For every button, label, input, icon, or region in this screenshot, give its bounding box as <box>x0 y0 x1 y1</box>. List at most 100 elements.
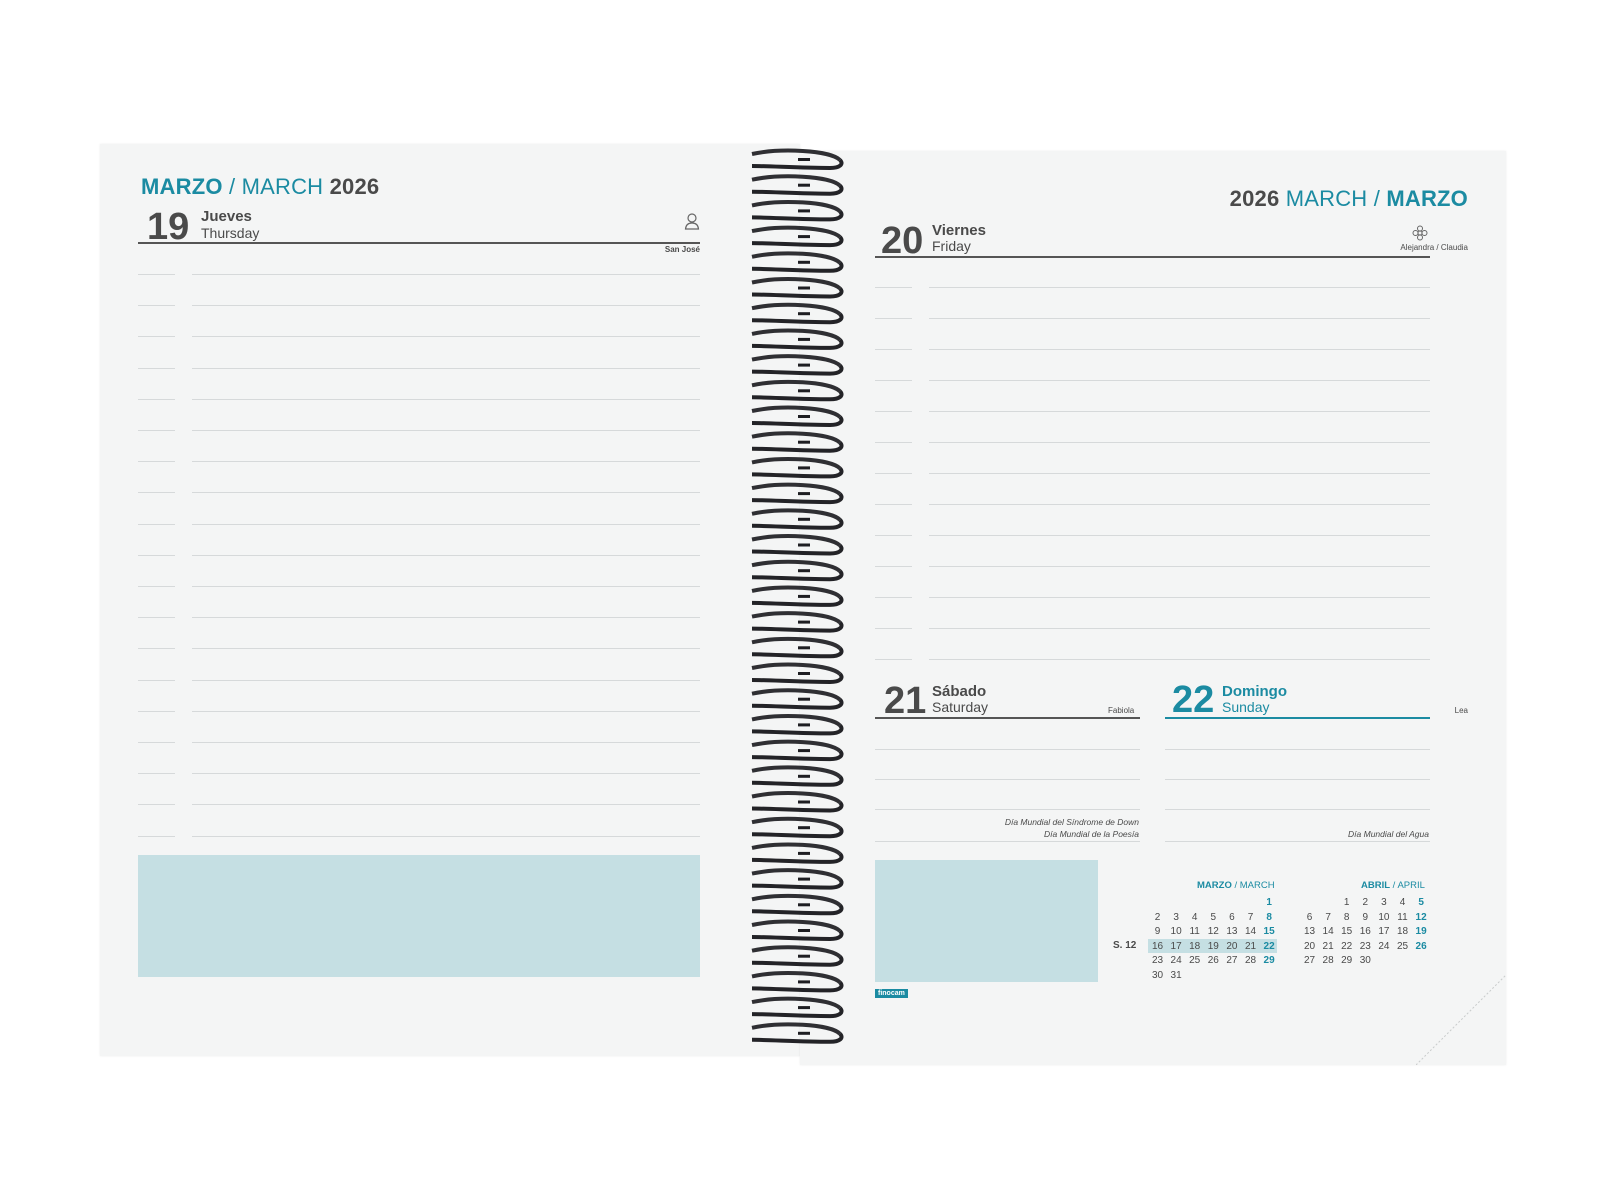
writing-line <box>929 442 1430 443</box>
calendar-day: 17 <box>1378 926 1390 938</box>
notes-box[interactable] <box>138 855 700 977</box>
writing-line <box>192 274 700 275</box>
friday-saint: Alejandra / Claudia <box>1400 243 1468 252</box>
calendar-day: 30 <box>1359 955 1371 967</box>
spiral-binding <box>751 148 844 1044</box>
spiral-hole <box>798 363 810 367</box>
calendar-day: 10 <box>1170 926 1182 938</box>
spiral-hole <box>798 337 810 341</box>
calendar-day: 12 <box>1207 926 1219 938</box>
hour-line <box>138 523 175 525</box>
calendar-day: 5 <box>1418 897 1424 908</box>
sunday-line <box>1165 779 1430 780</box>
spiral-coil <box>751 1006 844 1019</box>
spiral-coil <box>751 431 842 445</box>
hour-line <box>875 628 912 629</box>
spiral-coil <box>751 878 844 890</box>
spiral-coil <box>751 338 844 350</box>
hour-line <box>138 710 175 712</box>
spiral-coil <box>751 903 844 916</box>
spiral-coil <box>751 379 842 393</box>
spiral-hole <box>798 1006 810 1010</box>
hour-line <box>875 287 912 288</box>
hour-line <box>138 492 175 494</box>
spiral-coil <box>751 405 842 419</box>
calendar-day: 5 <box>1210 911 1217 923</box>
spiral-coil <box>751 158 844 171</box>
spiral-coil <box>751 482 842 496</box>
spiral-hole <box>798 929 810 932</box>
hour-line <box>875 380 912 381</box>
hour-line <box>875 318 912 319</box>
spiral-coil <box>751 389 844 402</box>
spiral-coil <box>751 200 842 214</box>
spiral-coil <box>751 534 842 548</box>
hour-line <box>138 648 175 650</box>
calendar-day: 21 <box>1244 940 1257 952</box>
writing-line <box>929 411 1430 412</box>
sunday-header-rule <box>1165 717 1430 719</box>
writing-line <box>192 367 700 369</box>
notes-box[interactable] <box>875 860 1098 982</box>
friday-header-rule <box>875 256 1430 258</box>
hour-line <box>138 398 175 400</box>
day-name-en: Thursday <box>201 225 260 241</box>
spiral-coil <box>751 980 844 993</box>
hour-line <box>138 773 175 775</box>
sunday-saint: Lea <box>1454 706 1468 715</box>
spiral-coil <box>751 723 844 736</box>
spiral-coil <box>751 441 844 453</box>
writing-line <box>192 305 700 307</box>
calendar-day: 20 <box>1303 940 1316 952</box>
spiral-hole <box>798 954 810 958</box>
spiral-coil <box>751 415 844 428</box>
calendar-day: 8 <box>1343 911 1350 923</box>
spiral-coil <box>751 996 842 1010</box>
spiral-hole <box>798 672 810 675</box>
spiral-coil <box>751 636 842 650</box>
calendar-day: 23 <box>1359 940 1371 952</box>
saturday-header-rule <box>875 717 1140 719</box>
month-es: MARZO <box>1386 186 1468 211</box>
spiral-coil <box>751 559 842 573</box>
calendar-day: 15 <box>1341 926 1353 938</box>
spiral-coil <box>751 585 842 599</box>
april-title-en: APRIL <box>1397 880 1425 891</box>
writing-line <box>929 535 1430 536</box>
spiral-coil <box>751 184 844 196</box>
spiral-hole <box>798 851 810 855</box>
calendar-day: 8 <box>1266 911 1272 923</box>
writing-line <box>929 318 1430 319</box>
spiral-hole <box>798 1031 810 1035</box>
writing-line <box>192 648 700 650</box>
calendar-day: 6 <box>1306 911 1313 923</box>
writing-line <box>192 586 700 587</box>
calendar-day: 20 <box>1226 940 1238 952</box>
sunday-note: Día Mundial del Agua <box>1348 829 1429 839</box>
spiral-coil <box>751 328 842 342</box>
writing-line <box>192 710 700 712</box>
month-en: MARCH <box>1285 186 1368 211</box>
calendar-day: 17 <box>1170 940 1182 952</box>
spiral-coil <box>751 1022 842 1036</box>
calendar-day: 26 <box>1207 955 1219 967</box>
spiral-hole <box>798 723 810 727</box>
spiral-hole <box>798 235 810 239</box>
saturday-note: Día Mundial del Síndrome de Down <box>1004 817 1139 827</box>
page-corner-curl <box>1416 975 1506 1065</box>
spiral-hole <box>798 980 810 984</box>
spiral-hole <box>798 826 810 830</box>
spiral-coil <box>751 688 842 702</box>
hour-line <box>138 679 175 681</box>
saturday-number: 21 <box>884 680 927 722</box>
spiral-coil <box>751 672 844 685</box>
title-separator: / <box>222 174 242 199</box>
spiral-coil <box>751 225 842 239</box>
spiral-coil <box>751 508 842 522</box>
spiral-coil <box>751 364 844 376</box>
writing-line <box>192 773 700 775</box>
current-week-highlight <box>1148 939 1277 953</box>
calendar-day: 29 <box>1341 955 1353 967</box>
spiral-hole <box>798 312 810 316</box>
spiral-hole <box>798 800 810 804</box>
